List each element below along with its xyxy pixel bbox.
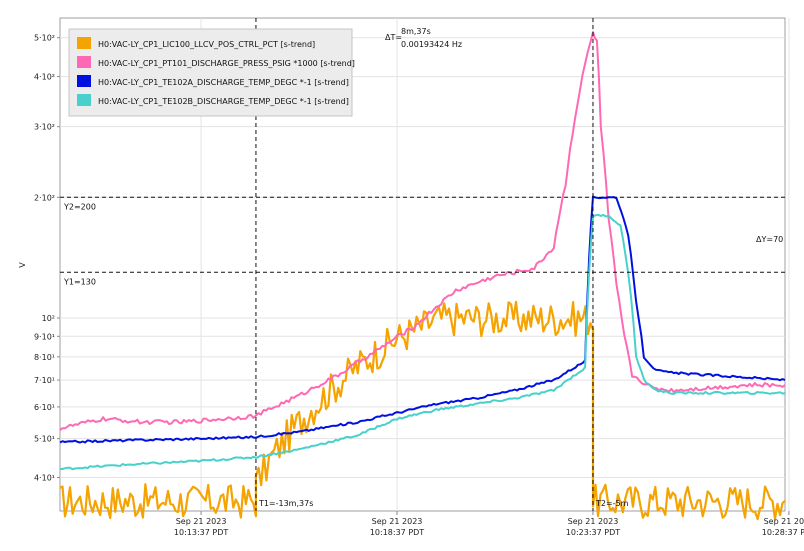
legend-swatch: [77, 56, 91, 68]
legend-label: H0:VAC-LY_CP1_TE102A_DISCHARGE_TEMP_DEGC…: [98, 78, 349, 87]
x-tick-time: 10:13:37 PDT: [174, 528, 228, 537]
delta-t-frequency: 0.00193424 Hz: [401, 40, 462, 49]
y-tick-label: 9·10¹: [34, 332, 55, 341]
series-line: [59, 213, 786, 471]
y-tick-label: 4·10²: [34, 73, 55, 82]
legend-swatch: [77, 75, 91, 87]
y-tick-label: 5·10²: [34, 34, 55, 43]
legend: H0:VAC-LY_CP1_LIC100_LLCV_POS_CTRL_PCT […: [68, 28, 355, 117]
series-group: [59, 31, 786, 521]
legend-swatch: [77, 37, 91, 49]
legend-item: H0:VAC-LY_CP1_LIC100_LLCV_POS_CTRL_PCT […: [77, 37, 315, 49]
axes: 4·10¹ 5·10¹ 6·10¹ 7·10¹ 8·10¹ 9·10¹ 10² 2·10² 3·…: [34, 34, 804, 537]
legend-label: H0:VAC-LY_CP1_LIC100_LLCV_POS_CTRL_PCT […: [98, 40, 315, 49]
legend-box: [68, 28, 353, 117]
y-tick-label: 5·10¹: [34, 435, 55, 444]
series-line: [59, 195, 786, 444]
legend-item: H0:VAC-LY_CP1_TE102B_DISCHARGE_TEMP_DEGC…: [77, 94, 349, 106]
x-cursor-label: T1=-13m,37s: [258, 499, 313, 508]
cursors: T1=-13m,37s T2=-5m Y2=200 Y1=130: [60, 18, 785, 511]
y-cursor-label: Y2=200: [63, 202, 96, 211]
y-tick-label: 6·10¹: [34, 403, 55, 412]
x-tick-time: 10:28:37 PDT: [762, 528, 804, 537]
y-cursor-label: Y1=130: [63, 277, 96, 286]
x-tick-time: 10:23:37 PDT: [566, 528, 620, 537]
y-axis-label: V: [18, 262, 27, 268]
x-tick-date: Sep 21 2023: [176, 517, 227, 526]
y-tick-label: 8·10¹: [34, 353, 55, 362]
y-tick-label: 2·10²: [34, 193, 55, 202]
x-tick-date: Sep 21 2023: [372, 517, 423, 526]
x-cursor-label: T2=-5m: [595, 499, 629, 508]
delta-y-readout: ΔY=70: [756, 235, 783, 244]
legend-swatch: [77, 94, 91, 106]
delta-t-value: 8m,37s: [401, 27, 431, 36]
y-tick-label: 7·10¹: [34, 376, 55, 385]
legend-item: H0:VAC-LY_CP1_TE102A_DISCHARGE_TEMP_DEGC…: [77, 75, 349, 87]
series-line: [59, 31, 786, 431]
y-tick-label: 10²: [42, 314, 55, 323]
x-tick-date: Sep 21 2023: [568, 517, 619, 526]
delta-t-readout: ΔT= 8m,37s 0.00193424 Hz: [385, 27, 462, 49]
delta-t-label: ΔT=: [385, 33, 402, 42]
legend-label: H0:VAC-LY_CP1_TE102B_DISCHARGE_TEMP_DEGC…: [98, 97, 349, 106]
y-tick-label: 3·10²: [34, 123, 55, 132]
legend-item: H0:VAC-LY_CP1_PT101_DISCHARGE_PRESS_PSIG…: [77, 56, 355, 68]
y-tick-label: 4·10¹: [34, 474, 55, 483]
x-tick-date: Sep 21 2023: [764, 517, 804, 526]
x-tick-time: 10:18:37 PDT: [370, 528, 424, 537]
legend-label: H0:VAC-LY_CP1_PT101_DISCHARGE_PRESS_PSIG…: [98, 59, 355, 68]
